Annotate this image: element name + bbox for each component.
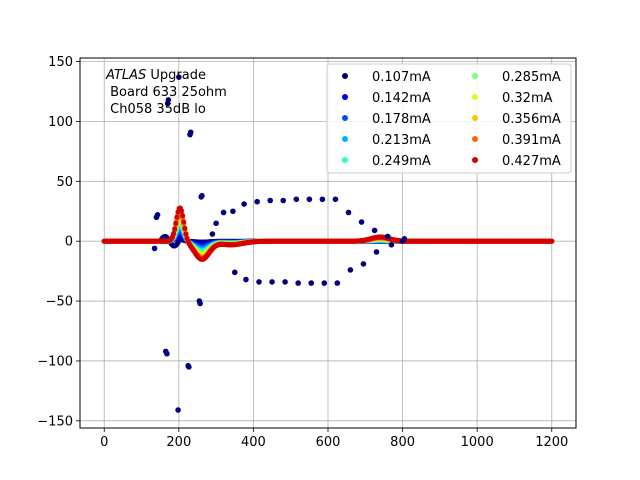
data-point bbox=[280, 197, 287, 204]
data-point bbox=[183, 231, 189, 237]
y-tick-label: 150 bbox=[48, 55, 73, 70]
y-tick-label: −100 bbox=[37, 354, 73, 369]
annotation-line-2: Board 633 25ohm bbox=[106, 85, 227, 100]
data-point bbox=[269, 279, 275, 285]
legend-marker bbox=[342, 73, 348, 79]
axis-ticks: 0 200 400 600 800 1000 1200 −150 −100 −50 0 50 100 15… bbox=[37, 55, 568, 450]
legend-label: 0.142mA bbox=[372, 91, 431, 106]
data-point bbox=[254, 198, 260, 205]
legend-marker bbox=[472, 94, 478, 100]
data-point bbox=[181, 219, 187, 225]
x-tick-label: 800 bbox=[390, 435, 415, 450]
x-tick-label: 600 bbox=[316, 435, 341, 450]
x-tick-label: 0 bbox=[100, 435, 108, 450]
y-tick-label: 100 bbox=[48, 115, 73, 130]
data-point bbox=[373, 249, 380, 255]
data-point bbox=[384, 233, 391, 240]
data-point bbox=[165, 97, 172, 103]
legend-marker bbox=[472, 115, 478, 121]
legend-label: 0.249mA bbox=[372, 154, 431, 169]
data-point bbox=[243, 276, 249, 283]
legend-label: 0.178mA bbox=[372, 112, 431, 127]
data-point bbox=[197, 300, 203, 307]
y-tick-label: −50 bbox=[46, 295, 73, 310]
data-point bbox=[178, 208, 185, 214]
data-point bbox=[388, 242, 395, 248]
legend-marker bbox=[472, 73, 478, 79]
data-point bbox=[293, 196, 300, 203]
data-point bbox=[209, 231, 216, 237]
legend-box bbox=[326, 63, 572, 174]
data-point bbox=[256, 279, 262, 285]
series-outlier-points bbox=[151, 74, 408, 413]
y-tick-label: −150 bbox=[37, 414, 73, 429]
annotation-experiment: ATLAS bbox=[105, 68, 146, 83]
legend-marker bbox=[342, 94, 348, 100]
data-point bbox=[321, 280, 328, 286]
legend-marker bbox=[472, 136, 478, 142]
data-point bbox=[174, 214, 180, 220]
legend-marker bbox=[342, 136, 348, 142]
legend-label: 0.427mA bbox=[502, 154, 561, 169]
data-point bbox=[171, 230, 177, 237]
data-point bbox=[295, 280, 301, 286]
data-point bbox=[282, 279, 288, 285]
data-point bbox=[308, 280, 315, 286]
y-tick-label: 0 bbox=[65, 235, 73, 250]
data-point bbox=[179, 213, 186, 219]
x-tick-label: 1000 bbox=[461, 435, 494, 450]
data-point bbox=[220, 209, 227, 216]
legend-label: 0.285mA bbox=[502, 70, 561, 85]
x-tick-label: 400 bbox=[241, 435, 266, 450]
data-point bbox=[360, 261, 367, 267]
legend-label: 0.32mA bbox=[502, 91, 553, 106]
data-point bbox=[173, 220, 179, 226]
data-point bbox=[267, 197, 274, 204]
data-point bbox=[549, 238, 555, 244]
data-points bbox=[101, 74, 555, 413]
data-point bbox=[345, 209, 352, 216]
legend-label: 0.213mA bbox=[372, 133, 431, 148]
data-point bbox=[182, 225, 188, 231]
data-point bbox=[199, 192, 205, 199]
legend-marker bbox=[472, 157, 478, 163]
data-point bbox=[332, 196, 339, 203]
data-point bbox=[172, 226, 178, 232]
annotation-line-1: ATLAS Upgrade bbox=[105, 68, 206, 83]
legend-marker bbox=[342, 115, 348, 121]
data-point bbox=[151, 245, 158, 252]
data-point bbox=[334, 280, 341, 286]
data-point bbox=[164, 350, 170, 357]
data-point bbox=[319, 196, 326, 203]
x-tick-label: 1200 bbox=[535, 435, 568, 450]
data-point bbox=[213, 220, 219, 227]
legend-label: 0.356mA bbox=[502, 112, 561, 127]
data-point bbox=[175, 407, 181, 413]
data-point bbox=[187, 129, 194, 136]
y-tick-label: 50 bbox=[56, 175, 73, 190]
data-point bbox=[154, 212, 161, 218]
annotation-experiment-suffix: Upgrade bbox=[146, 68, 206, 83]
legend-label: 0.391mA bbox=[502, 133, 561, 148]
data-point bbox=[241, 201, 247, 207]
data-point bbox=[306, 196, 313, 203]
data-point bbox=[358, 219, 365, 225]
data-point bbox=[186, 364, 192, 370]
data-point bbox=[399, 238, 406, 244]
data-point bbox=[347, 267, 354, 273]
legend-label: 0.107mA bbox=[372, 70, 431, 85]
data-point bbox=[230, 208, 236, 215]
legend: 0.107mA 0.142mA 0.178mA 0.213mA 0.249mA 0.285… bbox=[326, 63, 572, 174]
data-point bbox=[231, 269, 238, 276]
data-point bbox=[176, 74, 182, 80]
legend-marker bbox=[342, 157, 348, 163]
x-tick-label: 200 bbox=[166, 435, 191, 450]
annotation-line-3: Ch058 35dB lo bbox=[106, 102, 206, 117]
data-point bbox=[371, 227, 378, 234]
